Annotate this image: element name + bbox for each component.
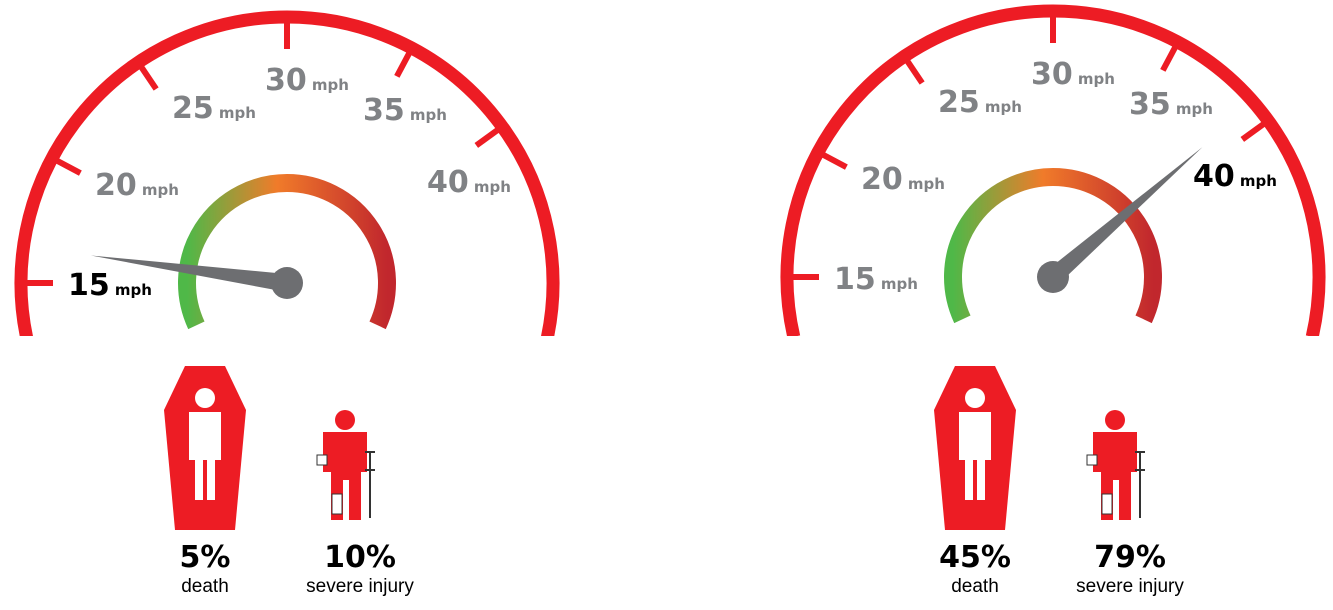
tick-mark (50, 155, 82, 176)
tick-label: 20 mph (95, 168, 179, 203)
tick-speed: 40 (1193, 159, 1235, 194)
stat-value: 45% (939, 540, 1011, 575)
injury-icon (316, 410, 375, 520)
tick-speed: 20 (861, 162, 903, 197)
tick-speed: 30 (1031, 57, 1073, 92)
tick-label: 30 mph (1031, 57, 1115, 92)
tick-unit: mph (142, 181, 179, 199)
tick-mark (394, 46, 415, 78)
tick-label: 35 mph (1129, 87, 1213, 122)
speed-band (178, 174, 396, 330)
crutch (365, 451, 375, 518)
needle (90, 255, 289, 292)
person-body (1093, 432, 1137, 520)
tick-label: 40 mph (427, 165, 511, 200)
tick-label: 30 mph (265, 63, 349, 98)
tick-label: 25 mph (938, 85, 1022, 120)
stat-label: severe injury (306, 576, 414, 597)
person-body (189, 412, 221, 500)
tick-mark (135, 60, 159, 91)
tick-mark (901, 54, 925, 85)
arm-bandage (316, 454, 328, 466)
person-head (1105, 410, 1125, 430)
tick-label: 35 mph (363, 93, 447, 128)
crutch (1135, 451, 1145, 518)
tick-speed: 40 (427, 165, 469, 200)
cast (331, 493, 343, 515)
needle (1047, 147, 1203, 284)
tick-mark (816, 149, 848, 170)
injury-icon (1086, 410, 1145, 520)
person-head (965, 388, 985, 408)
tick-speed: 20 (95, 168, 137, 203)
stat-label: severe injury (1076, 576, 1184, 597)
gauge (780, 4, 1326, 336)
person-head (195, 388, 215, 408)
person-body (323, 432, 367, 520)
tick-speed: 25 (938, 85, 980, 120)
death-icon (164, 366, 246, 530)
tick-speed: 15 (68, 268, 110, 303)
tick-unit: mph (985, 98, 1022, 116)
tick-label: 20 mph (861, 162, 945, 197)
tick-unit: mph (219, 104, 256, 122)
tick-unit: mph (474, 178, 511, 196)
tick-speed: 35 (363, 93, 405, 128)
tick-label: 40 mph (1193, 159, 1277, 194)
tick-unit: mph (1240, 172, 1277, 190)
stat-value: 10% (324, 540, 396, 575)
death-icon (934, 366, 1016, 530)
tick-mark (474, 124, 504, 148)
tick-unit: mph (908, 175, 945, 193)
tick-speed: 25 (172, 91, 214, 126)
tick-speed: 30 (265, 63, 307, 98)
tick-speed: 35 (1129, 87, 1171, 122)
needle-hub (271, 267, 303, 299)
tick-label: 15 mph (68, 268, 152, 303)
needle-hub (1037, 261, 1069, 293)
stat-label: death (181, 576, 229, 597)
tick-label: 25 mph (172, 91, 256, 126)
speed-band (944, 168, 1162, 324)
arm-bandage (1086, 454, 1098, 466)
tick-unit: mph (881, 275, 918, 293)
cast (1101, 493, 1113, 515)
stat-label: death (951, 576, 999, 597)
stat-value: 79% (1094, 540, 1166, 575)
tick-mark (1240, 118, 1270, 142)
tick-unit: mph (312, 76, 349, 94)
person-body (959, 412, 991, 500)
tick-unit: mph (410, 106, 447, 124)
stat-value: 5% (180, 540, 231, 575)
tick-unit: mph (115, 281, 152, 299)
tick-mark (1160, 40, 1181, 72)
person-head (335, 410, 355, 430)
tick-speed: 15 (834, 262, 876, 297)
tick-unit: mph (1176, 100, 1213, 118)
tick-label: 15 mph (834, 262, 918, 297)
tick-unit: mph (1078, 70, 1115, 88)
